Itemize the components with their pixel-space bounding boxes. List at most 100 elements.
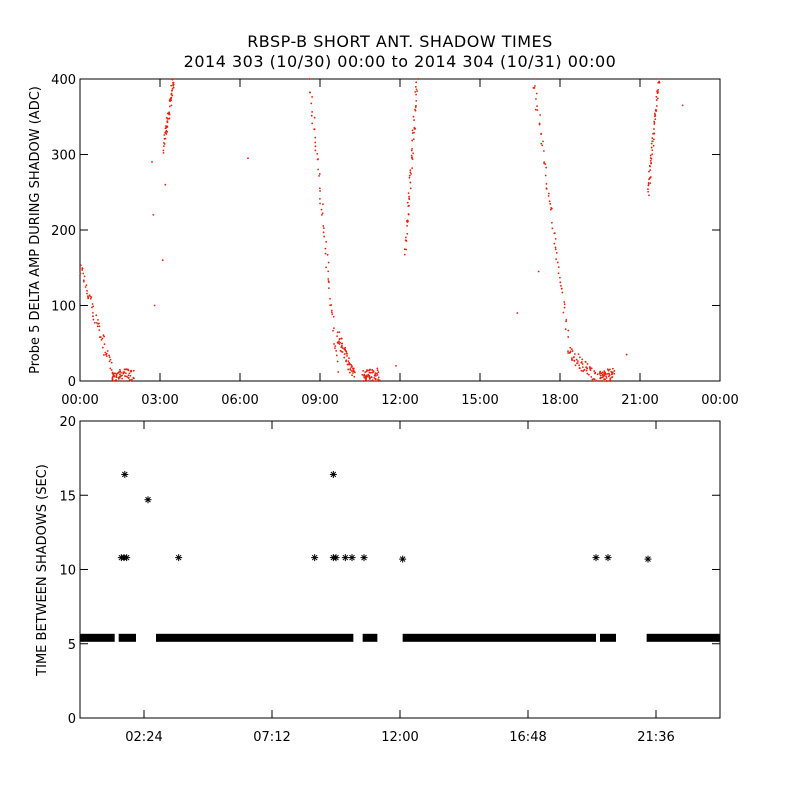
top-data-point [412,152,415,155]
top-data-point [329,297,331,300]
top-data-point [340,345,343,348]
top-data-point [406,201,409,204]
top-data-point [350,366,353,369]
top-data-point [578,364,581,367]
top-data-point [88,294,91,297]
top-data-point [347,368,350,371]
top-data-point [100,338,103,341]
top-data-point [553,242,556,245]
top-data-point [129,374,132,377]
top-data-point [347,360,350,363]
top-data-point [414,106,417,109]
top-data-point [594,371,597,374]
top-data-point [370,376,373,379]
top-data-point [536,105,538,108]
top-data-point [608,374,611,377]
bottom-plot-ticks: 02:24 07:12 12:00 16:48 21:36 0 5 10 15 20 [59,415,720,745]
bottom-baseline-points [80,633,115,642]
top-data-point [109,367,112,370]
top-data-point [648,194,650,197]
bottom-data-point [121,470,129,478]
top-data-point [344,346,347,349]
top-data-point [545,183,548,185]
bottom-y-tick-label: 20 [59,415,76,430]
bottom-data-point [175,554,183,562]
top-data-point [376,369,379,372]
top-data-point [657,78,660,80]
top-data-point [313,116,316,119]
top-data-point [410,149,413,152]
top-data-point [108,354,110,357]
top-data-point [170,96,173,99]
top-data-point [346,355,348,357]
top-data-point [557,266,560,269]
top-data-point [410,154,413,157]
top-data-point [590,375,593,378]
top-data-point [162,149,165,152]
top-data-point [601,380,603,382]
top-x-tick-label: 21:00 [621,393,658,408]
top-data-point [113,372,115,375]
top-data-point [82,280,85,283]
top-data-point [91,306,93,309]
top-data-point [311,96,313,98]
top-data-point [369,368,371,371]
top-data-point [346,352,348,355]
top-plot-y-axis-label: Probe 5 DELTA AMP DURING SHADOW (ADC) [28,86,43,374]
top-data-point [649,169,652,172]
top-data-point [415,88,418,91]
top-data-point [340,337,343,340]
top-data-point [161,259,164,262]
top-data-point [571,350,574,352]
top-data-point [567,329,570,332]
top-data-point [604,373,607,376]
top-data-point [603,380,606,382]
top-data-point [327,278,330,280]
top-data-point [543,162,546,165]
top-data-point [334,345,337,347]
top-data-point [119,370,122,373]
top-data-point [408,174,411,177]
top-data-point [115,379,117,381]
top-data-point [126,376,129,378]
top-data-point [336,360,339,363]
top-data-point [653,128,655,130]
bottom-baseline-points [118,633,136,642]
top-data-point [314,149,317,152]
top-data-point [111,377,114,379]
top-data-point [417,78,420,80]
top-data-point [351,374,353,377]
top-data-point [405,240,408,242]
top-data-point [535,98,537,100]
top-data-point [318,175,320,177]
top-data-point [86,289,88,292]
top-data-point [549,202,552,205]
top-data-point [415,99,418,102]
top-data-point [327,261,330,264]
bottom-data-point [123,554,131,562]
top-data-point [104,351,107,354]
top-data-point [547,192,550,195]
top-data-point [119,373,121,376]
top-data-point [611,375,614,378]
top-data-point [332,329,334,332]
top-data-point [151,161,153,163]
top-data-point [133,377,135,380]
top-data-point [651,140,654,143]
top-data-point [119,368,121,371]
top-data-point [567,336,570,338]
top-data-point [164,131,167,133]
top-data-point [103,335,105,338]
top-data-point [86,292,88,295]
bottom-data-point [144,496,152,504]
top-data-point [311,111,314,113]
top-data-point [651,149,654,152]
top-data-point [575,358,578,361]
top-data-point [327,287,330,290]
top-data-point [608,368,611,371]
bottom-data-point [604,554,612,562]
top-data-point [95,314,98,317]
top-data-point [570,348,573,351]
top-data-point [309,91,312,94]
top-data-point [338,340,340,343]
